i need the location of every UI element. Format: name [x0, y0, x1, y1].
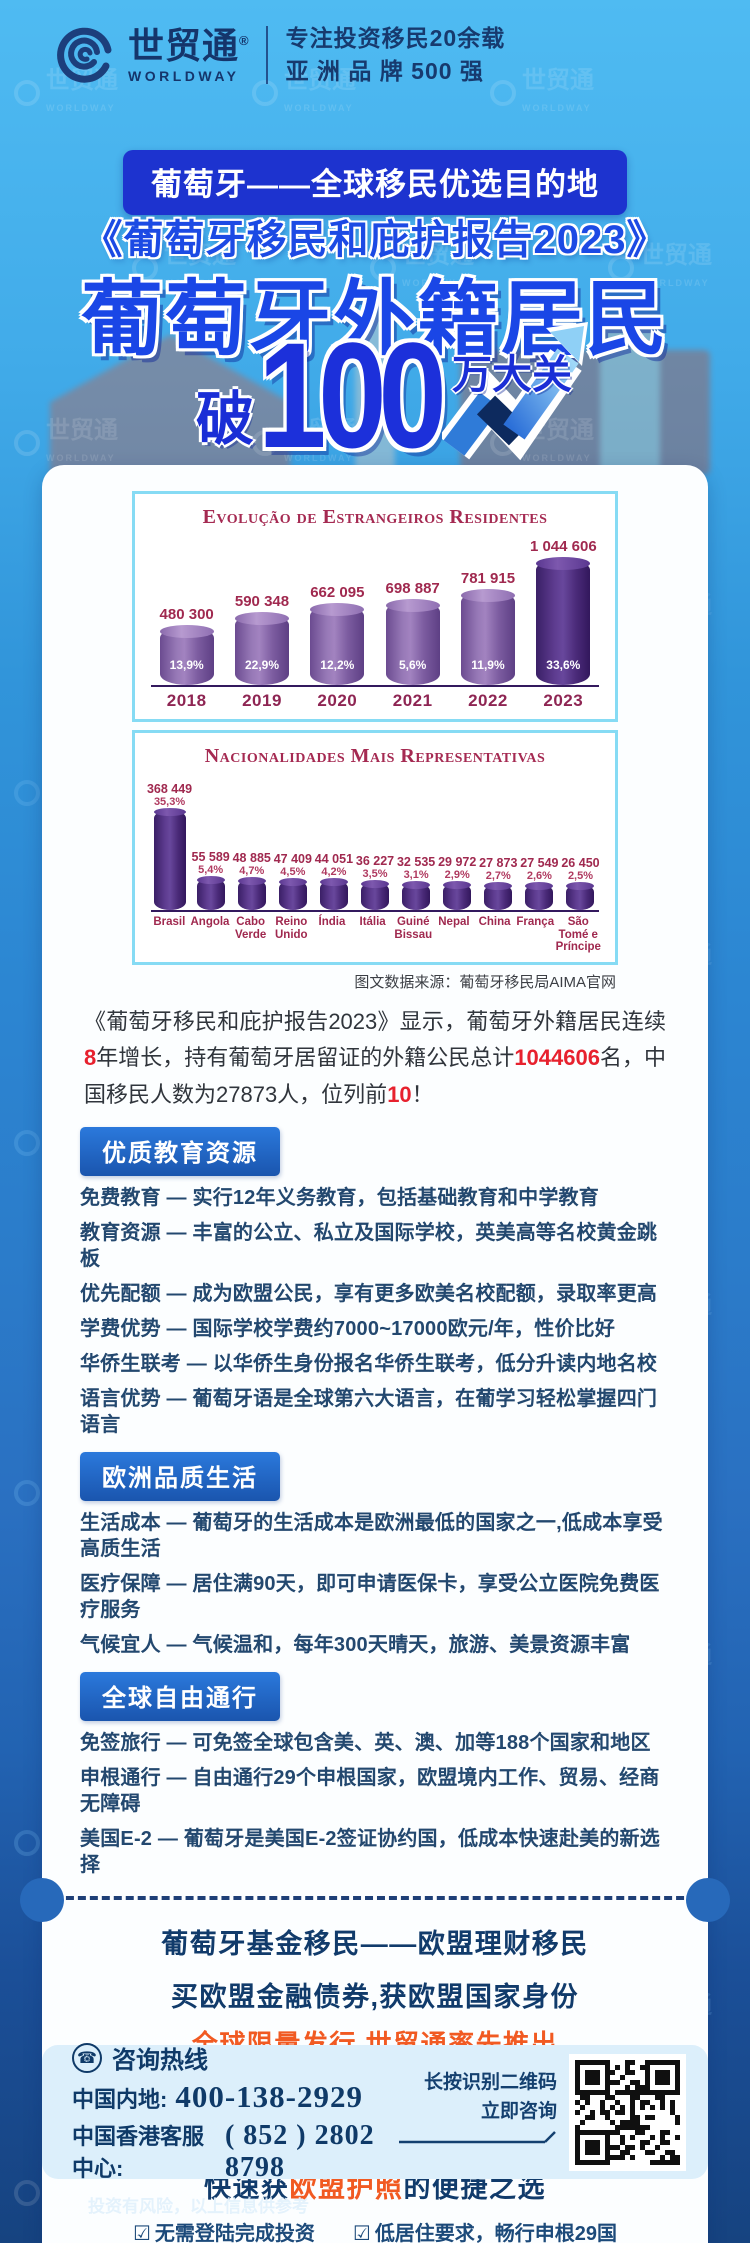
- nationality-bar: 26 450 2,5%: [560, 856, 601, 910]
- phone-icon: ☎: [72, 2042, 102, 2073]
- evolution-bar-2018: 480 300 13,9%: [149, 606, 224, 685]
- data-source-note: 图文数据来源：葡萄牙移民局AIMA官网: [354, 973, 616, 991]
- phone-hk-row: 中国香港客服中心: ( 852 ) 2802 8798: [72, 2119, 397, 2184]
- nationality-bar: 29 972 2,9%: [437, 855, 478, 910]
- tagline-line2: 亚 洲 品 牌 500 强: [285, 58, 484, 85]
- promo-title-line1: 葡萄牙基金移民——欧盟理财移民: [161, 1928, 589, 1959]
- promo-title-line2: 买欧盟金融债券,获欧盟国家身份: [170, 1981, 579, 2012]
- nationality-bar: 27 873 2,7%: [478, 856, 519, 910]
- phone-cn-number: 400-138-2929: [175, 2079, 363, 2114]
- unit-label: 万大关: [452, 353, 572, 397]
- benefit-line: 气候宜人 — 气候温和，每年300天晴天，旅游、美景资源丰富: [80, 1633, 631, 1656]
- nationality-bar: 48 885 4,7%: [231, 851, 272, 910]
- evolution-bar-2019: 590 348 22,9%: [224, 593, 299, 685]
- chart-nationalities-title: Nacionalidades Mais Representativas: [204, 745, 546, 767]
- ticket-divider: [20, 1877, 730, 1922]
- benefit-line: 语言优势 — 葡萄牙语是全球第六大语言，在葡学习轻松掌握四门语言: [80, 1387, 658, 1436]
- benefit-line: 免费教育 — 实行12年义务教育，包括基础教育和中学教育: [80, 1186, 599, 1209]
- brand-tagline: 专注投资移民20余载 亚 洲 品 牌 500 强: [286, 22, 506, 89]
- nationality-bar: 368 449 35,3%: [147, 782, 192, 910]
- brand-name-cn: 世贸通: [128, 24, 240, 66]
- check-item: ☑ 无需登陆完成投资: [132, 2222, 315, 2243]
- hotline-label: 咨询热线: [112, 2047, 208, 2074]
- chart-nationalities-bars: 368 449 35,3% 55 589 5,4% 48 885 4,7% 47 409 4,…: [147, 774, 601, 910]
- qr-hint-line1: 长按识别二维码: [423, 2072, 557, 2094]
- destination-banner: 葡萄牙——全球移民优选目的地: [123, 150, 627, 215]
- main-card: Evolução de Estrangeiros Residentes 480 …: [20, 465, 730, 2243]
- chart-evolution-axis: [151, 685, 599, 687]
- divider-notch-right: [686, 1877, 730, 1922]
- section-badge: 优质教育资源: [80, 1126, 280, 1176]
- divider-notch-left: [20, 1877, 64, 1922]
- checkbox-icon: ☑: [132, 2222, 151, 2243]
- benefit-line: 医疗保障 — 居住满90天，即可申请医保卡，享受公立医院免费医疗服务: [80, 1572, 660, 1621]
- worldway-logo-text: 世贸通® WORLDWAY: [128, 24, 250, 84]
- evolution-bar-2022: 781 915 11,9%: [450, 570, 525, 685]
- worldway-logo: 世贸通® WORLDWAY: [52, 22, 250, 88]
- section-badge: 全球自由通行: [80, 1671, 280, 1721]
- building-column-shape: [600, 315, 660, 475]
- phone-cn-label: 中国内地:: [72, 2087, 168, 2112]
- nationality-bar: 47 409 4,5%: [272, 852, 313, 910]
- contact-card: ☎ 咨询热线 中国内地: 400-138-2929 中国香港客服中心: ( 85…: [42, 2042, 708, 2183]
- promo-checklist: ☑无需登陆完成投资☑低居住要求，畅行申根29国☑华侨生身份低分上内地名校☑满足条…: [80, 2217, 670, 2243]
- chart-nationalities-country-labels: Brasil Angola Cabo Verde Reino Unido Índia It…: [153, 916, 601, 954]
- tagline-line1: 专注投资移民20余载: [285, 25, 506, 51]
- contact-info: ☎ 咨询热线 中国内地: 400-138-2929 中国香港客服中心: ( 85…: [72, 2040, 397, 2184]
- faded-buildings-photo: [0, 295, 750, 480]
- report-summary-paragraph: 《葡萄牙移民和庇护报告2023》显示，葡萄牙外籍居民连续8年增长，持有葡萄牙居留…: [84, 1008, 666, 1107]
- chart-evolution-title: Evolução de Estrangeiros Residentes: [202, 506, 548, 528]
- qr-code: [569, 2053, 686, 2171]
- growth-arrow-icon: [442, 322, 588, 461]
- evolution-bar-2020: 662 095 12,2%: [300, 584, 375, 685]
- evolution-bar-2023: 1 044 606 33,6%: [526, 538, 601, 685]
- chart-nationalities: Nacionalidades Mais Representativas 368 …: [132, 730, 618, 965]
- nationality-bar: 27 549 2,6%: [519, 856, 560, 910]
- benefit-line: 教育资源 — 丰富的公立、私立及国际学校，英美高等名校黄金跳板: [80, 1221, 658, 1270]
- nationality-bar: 44 051 4,2%: [313, 852, 354, 910]
- qr-hint-line2: 立即咨询: [480, 2100, 557, 2122]
- report-title: 《葡萄牙移民和庇护报告2023》: [82, 218, 668, 262]
- benefit-line: 生活成本 — 葡萄牙的生活成本是欧洲最低的国家之一,低成本享受高质生活: [80, 1511, 663, 1560]
- nationality-bar: 32 535 3,1%: [396, 855, 437, 910]
- nationality-bar: 55 589 5,4%: [190, 850, 231, 910]
- million-break-graphic: 破 100 万大关: [0, 320, 750, 470]
- worldway-swirl-icon: [52, 22, 118, 88]
- qr-hint: 长按识别二维码 立即咨询: [397, 2069, 557, 2155]
- checkbox-icon: ☑: [352, 2222, 371, 2243]
- phone-hk-number: ( 852 ) 2802 8798: [224, 2120, 375, 2183]
- break-label: 破: [196, 387, 255, 452]
- section-badge: 欧洲品质生活: [80, 1451, 280, 1501]
- benefit-line: 华侨生联考 — 以华侨生身份报名华侨生联考，低分升读内地名校: [80, 1352, 658, 1375]
- evolution-bar-2021: 698 887 5,6%: [375, 580, 450, 685]
- big-number-100: 100: [258, 311, 447, 479]
- brand-divider: [265, 26, 268, 85]
- benefit-line: 申根通行 — 自由通行29个申根国家，欧盟境内工作、贸易、经商无障碍: [80, 1766, 660, 1815]
- benefit-line: 免签旅行 — 可免签全球包含美、英、澳、加等188个国家和地区: [80, 1731, 651, 1754]
- qr-code-pattern: [575, 2059, 680, 2165]
- risk-disclaimer: 投资有风险，以上信息供参考: [88, 2197, 309, 2216]
- nationality-bar: 36 227 3,5%: [354, 854, 395, 910]
- hint-underline-arrow-icon: [399, 2131, 556, 2144]
- phone-hk-label: 中国香港客服中心:: [72, 2124, 205, 2181]
- charts-panel: Evolução de Estrangeiros Residentes 480 …: [132, 491, 618, 992]
- chart-evolution-year-labels: 2018 2019 2020 2021 2022 2023: [166, 691, 584, 710]
- chart-evolution-bars: 480 300 13,9% 590 348 22,9% 662 095 12,2% 698 …: [149, 535, 601, 685]
- brand-name-en: WORLDWAY: [128, 67, 240, 84]
- brand-header: 世贸通® WORLDWAY 专注投资移民20余载 亚 洲 品 牌 500 强: [52, 22, 505, 89]
- benefit-line: 优先配额 — 成为欧盟公民，享有更多欧美名校配额，录取率更高: [80, 1282, 658, 1305]
- hotline-row: ☎ 咨询热线: [72, 2040, 397, 2075]
- chart-nationalities-axis: [151, 910, 599, 912]
- check-item: ☑ 低居住要求，畅行申根29国: [352, 2222, 618, 2243]
- benefit-line: 美国E-2 — 葡萄牙是美国E-2签证协约国，低成本快速赴美的新选择: [80, 1827, 660, 1876]
- phone-cn-row: 中国内地: 400-138-2929: [72, 2079, 397, 2115]
- benefit-line: 学费优势 — 国际学校学费约7000~17000欧元/年，性价比好: [80, 1317, 616, 1340]
- benefit-sections: 优质教育资源免费教育 — 实行12年义务教育，包括基础教育和中学教育教育资源 —…: [80, 1113, 670, 1878]
- chart-evolution: Evolução de Estrangeiros Residentes 480 …: [132, 491, 618, 722]
- registered-mark: ®: [239, 32, 250, 48]
